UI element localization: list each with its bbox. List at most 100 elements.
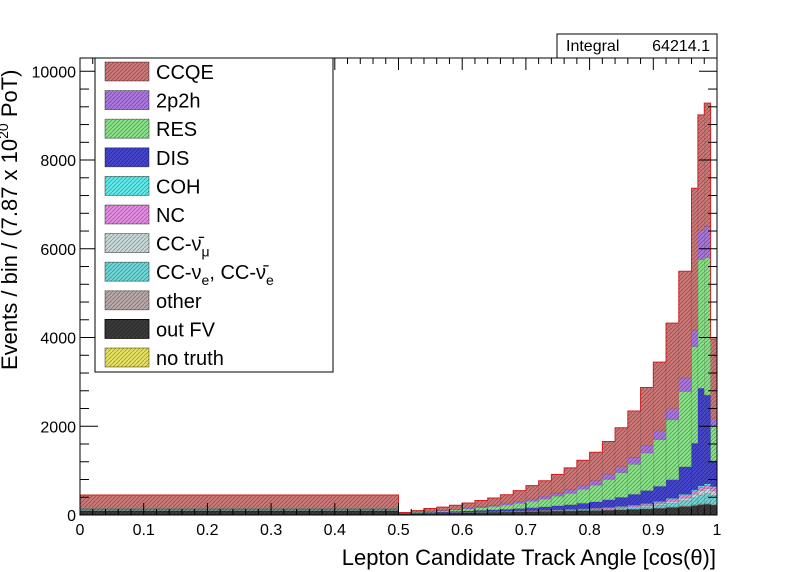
bar-hatch-1-24 <box>691 505 698 515</box>
bar-hatch-9-9 <box>500 503 514 505</box>
legend-label-9: out FV <box>156 319 216 341</box>
x-tick-label-7: 0.7 <box>515 522 537 539</box>
bar-hatch-8-20 <box>640 452 654 491</box>
bar-hatch-8-26 <box>704 257 711 396</box>
bar-hatch-3-21 <box>653 505 667 508</box>
bar-hatch-1-16 <box>589 510 603 515</box>
bar-hatch-9-24 <box>691 330 698 347</box>
bar-hatch-10-0 <box>80 495 399 509</box>
bar-hatch-10-3 <box>423 508 437 512</box>
stats-label: Integral <box>566 38 619 55</box>
bar-hatch-10-11 <box>525 485 539 499</box>
bar-hatch-10-27 <box>710 338 717 419</box>
bar-hatch-10-23 <box>678 271 692 379</box>
legend-label-1: 2p2h <box>156 91 201 113</box>
bar-hatch-2-22 <box>666 506 679 508</box>
bar-hatch-6-20 <box>640 503 654 505</box>
bar-hatch-4-17 <box>602 508 616 510</box>
bar-hatch-7-11 <box>525 507 539 511</box>
bar-hatch-9-26 <box>704 226 711 258</box>
bar-hatch-7-23 <box>678 466 692 495</box>
bar-hatch-5-17 <box>602 507 616 509</box>
bar-hatch-7-13 <box>551 505 565 510</box>
bar-hatch-8-17 <box>602 479 616 500</box>
legend-swatch-hatch-10 <box>105 348 149 367</box>
bar-hatch-8-24 <box>691 346 698 444</box>
legend-swatch-hatch-0 <box>105 62 149 81</box>
y-tick-label-3: 6000 <box>40 242 76 259</box>
bar-hatch-2-23 <box>678 505 692 507</box>
bar-hatch-2-19 <box>627 509 641 510</box>
bar-hatch-5-18 <box>615 506 628 508</box>
bar-hatch-7-19 <box>627 494 641 506</box>
bar-hatch-9-25 <box>697 230 705 260</box>
bar-hatch-10-6 <box>462 503 475 508</box>
bar-hatch-10-20 <box>640 387 654 446</box>
bar-hatch-2-21 <box>653 507 667 509</box>
bar-hatch-8-14 <box>564 493 577 505</box>
bar-hatch-10-2 <box>411 510 424 512</box>
legend-label-8: other <box>156 291 202 313</box>
legend-label-4: COH <box>156 176 200 198</box>
bar-hatch-10-16 <box>589 452 603 481</box>
bar-hatch-1-18 <box>615 510 628 515</box>
y-axis-title: Events / bin / (7.87 x 1020 PoT) <box>0 69 22 370</box>
bar-hatch-1-0 <box>80 511 399 515</box>
bar-hatch-4-22 <box>666 501 679 504</box>
bar-hatch-7-17 <box>602 499 616 508</box>
bar-hatch-2-27 <box>710 504 717 506</box>
bar-hatch-8-22 <box>666 419 679 480</box>
legend-swatch-hatch-1 <box>105 90 149 110</box>
bar-hatch-5-21 <box>653 502 667 504</box>
x-tick-label-1: 0.1 <box>133 522 155 539</box>
bar-hatch-4-19 <box>627 506 641 508</box>
bar-hatch-7-4 <box>436 512 450 513</box>
y-tick-label-5: 10000 <box>32 64 77 81</box>
x-tick-label-0: 0 <box>76 522 85 539</box>
bar-hatch-7-3 <box>423 512 437 513</box>
bar-hatch-1-17 <box>602 510 616 515</box>
bar-hatch-10-8 <box>487 497 501 506</box>
y-axis: 0 2000 4000 6000 8000 10000 <box>32 64 717 525</box>
bar-hatch-5-13 <box>551 509 565 511</box>
y-axis-title-tail: PoT) <box>0 69 22 123</box>
bar-hatch-10-14 <box>564 467 577 490</box>
bar-hatch-9-13 <box>551 492 565 497</box>
bar-hatch-3-19 <box>627 507 641 510</box>
x-tick-label-10: 1 <box>713 522 722 539</box>
bar-hatch-8-4 <box>436 510 450 513</box>
bar-hatch-10-19 <box>627 410 641 458</box>
y-tick-label-4: 8000 <box>40 153 76 170</box>
bar-hatch-10-22 <box>666 323 679 409</box>
bar-hatch-1-2 <box>411 513 424 515</box>
bar-hatch-7-27 <box>710 460 717 487</box>
bar-hatch-1-23 <box>678 506 692 515</box>
stats-value: 64214.1 <box>652 38 710 55</box>
total-outline <box>79 102 718 515</box>
bar-hatch-9-17 <box>602 474 616 480</box>
bar-hatch-9-21 <box>653 430 667 440</box>
bar-hatch-8-8 <box>487 506 501 510</box>
bar-hatch-8-25 <box>697 259 705 389</box>
x-tick-label-2: 0.2 <box>196 522 218 539</box>
bar-hatch-3-22 <box>666 503 679 507</box>
bar-hatch-1-15 <box>576 511 590 515</box>
y-tick-label-0: 0 <box>67 508 76 525</box>
legend-label-0: CCQE <box>156 62 214 84</box>
bar-hatch-6-24 <box>691 489 698 492</box>
y-tick-label-2: 4000 <box>40 331 76 348</box>
bar-hatch-10-7 <box>474 500 488 507</box>
bar-hatch-5-19 <box>627 505 641 507</box>
bar-hatch-8-6 <box>462 508 475 512</box>
bar-hatch-1-26 <box>704 504 711 515</box>
legend: CCQE 2p2h RES DIS COH NC CC-ν̄μCC-νe, CC-ν̄e ot… <box>94 57 334 373</box>
bar-hatch-5-25 <box>697 487 705 491</box>
bar-hatch-8-16 <box>589 485 603 502</box>
bar-hatch-9-5 <box>449 509 463 510</box>
bar-hatch-7-10 <box>513 508 526 511</box>
bar-hatch-7-6 <box>462 511 475 513</box>
bar-hatch-9-20 <box>640 445 654 453</box>
bar-hatch-9-27 <box>710 418 717 427</box>
bar-hatch-9-11 <box>525 498 539 502</box>
bar-hatch-2-24 <box>691 504 698 506</box>
